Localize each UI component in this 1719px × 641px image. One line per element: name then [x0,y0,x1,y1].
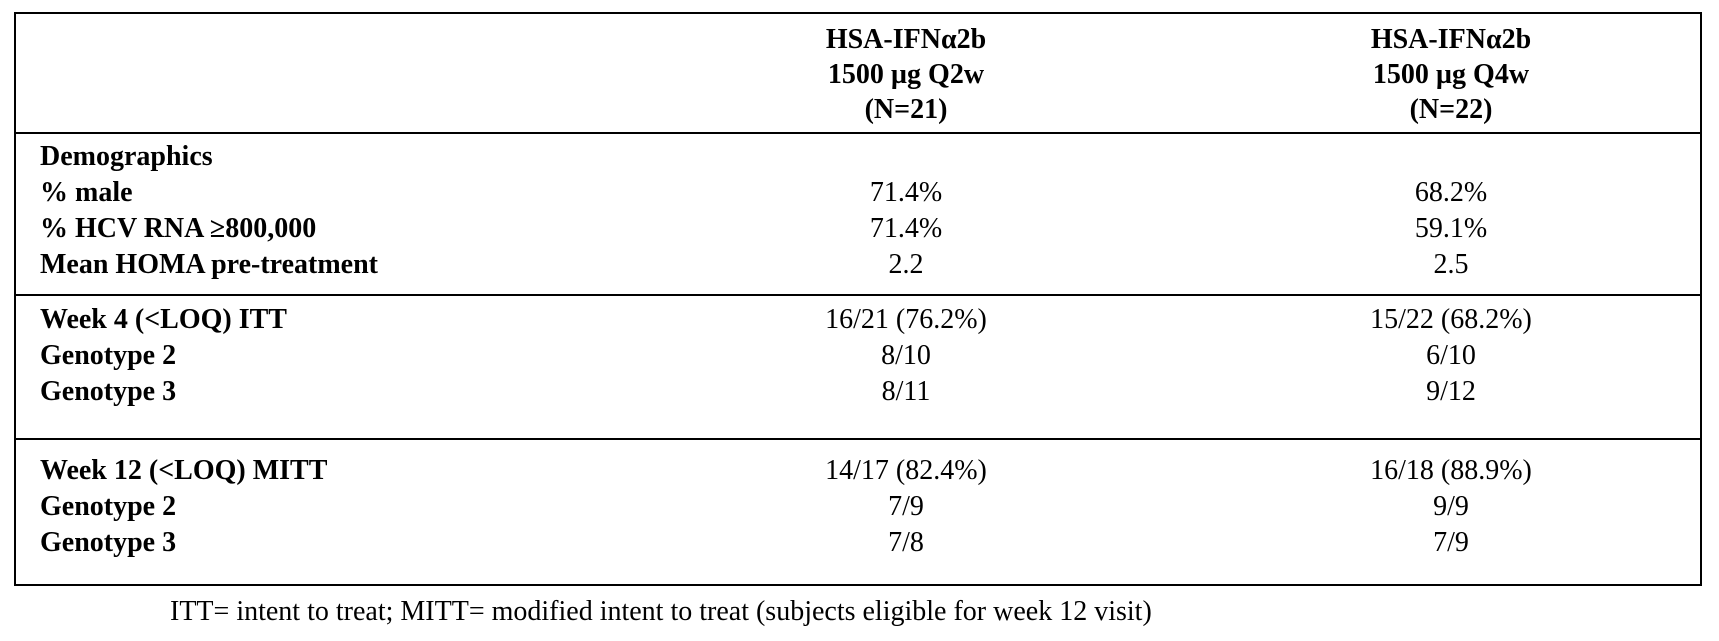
column-header-line: (N=21) [864,94,948,125]
table-row: Genotype 2 7/9 9/9 [16,488,1700,526]
value-q4w: 59.1% [1414,213,1488,244]
section-divider [16,294,1700,296]
row-label: Week 4 (<LOQ) ITT [40,304,287,335]
column-header-line: (N=22) [1409,94,1493,125]
value-q2w: 7/9 [888,491,924,522]
value-q4w: 9/9 [1433,491,1469,522]
column-header-line: 1500 µg Q2w [827,59,985,90]
column-header-line: 1500 µg Q4w [1372,59,1530,90]
table-row: % male 71.4% 68.2% [16,174,1700,212]
column-header-line: HSA-IFNα2b [825,24,987,55]
value-q4w: 16/18 (88.9%) [1370,455,1532,486]
value-q2w: 16/21 (76.2%) [825,304,987,335]
table-row: Genotype 3 7/8 7/9 [16,524,1700,562]
row-label: Genotype 3 [40,376,177,407]
value-q4w: 15/22 (68.2%) [1370,304,1532,335]
value-q4w: 6/10 [1426,340,1476,371]
value-q4w: 9/12 [1426,376,1476,407]
header-divider [16,132,1700,134]
row-label: Genotype 2 [40,340,177,371]
table-row: Week 4 (<LOQ) ITT 16/21 (76.2%) 15/22 (6… [16,301,1700,339]
table-row: Week 12 (<LOQ) MITT 14/17 (82.4%) 16/18 … [16,452,1700,490]
table-footnote: ITT= intent to treat; MITT= modified int… [170,596,1152,627]
table-row: Mean HOMA pre-treatment 2.2 2.5 [16,246,1700,284]
value-q4w: 2.5 [1433,249,1469,280]
row-label: % male [40,177,133,208]
row-label: Genotype 3 [40,527,177,558]
value-q2w: 8/10 [881,340,931,371]
table-row: % HCV RNA ≥800,000 71.4% 59.1% [16,210,1700,248]
value-q2w: 14/17 (82.4%) [825,455,987,486]
value-q2w: 71.4% [869,177,943,208]
section-divider [16,438,1700,440]
column-header-q2w: HSA-IFNα2b 1500 µg Q2w (N=21) [696,22,1116,127]
results-table: HSA-IFNα2b 1500 µg Q2w (N=21) HSA-IFNα2b… [14,12,1702,586]
value-q4w: 7/9 [1433,527,1469,558]
row-label: % HCV RNA ≥800,000 [40,213,317,244]
table-row: Genotype 3 8/11 9/12 [16,373,1700,411]
table-row: Demographics [16,138,1700,176]
row-label: Week 12 (<LOQ) MITT [40,455,328,486]
value-q2w: 71.4% [869,213,943,244]
row-label: Mean HOMA pre-treatment [40,249,378,280]
value-q2w: 7/8 [888,527,924,558]
row-label: Genotype 2 [40,491,177,522]
value-q2w: 2.2 [888,249,924,280]
column-header-line: HSA-IFNα2b [1370,24,1532,55]
value-q2w: 8/11 [881,376,931,407]
table-row: Genotype 2 8/10 6/10 [16,337,1700,375]
column-header-q4w: HSA-IFNα2b 1500 µg Q4w (N=22) [1241,22,1661,127]
value-q4w: 68.2% [1414,177,1488,208]
row-label: Demographics [40,141,213,172]
